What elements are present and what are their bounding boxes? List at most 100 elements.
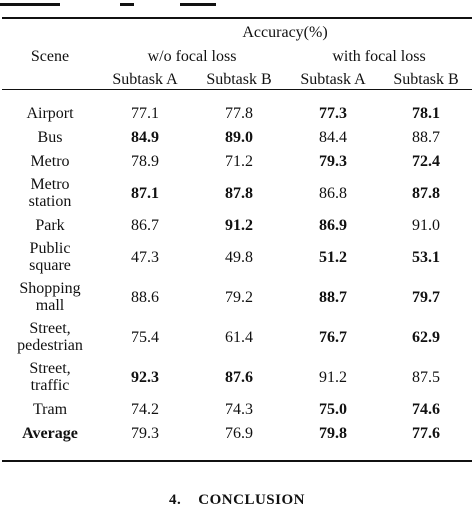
section-number: 4. (169, 492, 182, 508)
scene-cell: Street, pedestrian (2, 317, 98, 357)
scene-cell: Shopping mall (2, 277, 98, 317)
with-focal-subtask-a-average-cell: 79.8 (319, 424, 347, 442)
table-row: Tram 74.2 74.3 75.0 74.6 (2, 397, 472, 421)
scene-label-line: Metro (30, 152, 70, 170)
without-focal-subtask-b-cell: 77.8 (225, 104, 253, 122)
header-bottom-rule (2, 89, 472, 90)
table-row: Street, pedestrian 75.4 61.4 76.7 62.9 (2, 317, 472, 357)
without-focal-subtask-a-cell: 84.9 (131, 128, 159, 146)
with-focal-subtask-b-cell: 87.8 (412, 184, 441, 202)
scene-label-line: traffic (30, 377, 70, 394)
scene-cell: Metro station (2, 173, 98, 213)
without-focal-subtask-a-cell: 77.1 (131, 104, 159, 122)
without-focal-subtask-b-cell: 61.4 (225, 328, 253, 346)
with-focal-subtask-b-cell: 78.1 (412, 104, 441, 122)
scene-label-line: Public (29, 240, 71, 257)
scene-cell: Tram (2, 397, 98, 421)
with-focal-subtask-a-cell: 77.3 (319, 104, 347, 122)
table-row: Bus 84.9 89.0 84.4 88.7 (2, 125, 472, 149)
without-focal-subtask-b-cell: 74.3 (225, 400, 253, 418)
scene-cell: Street, traffic (2, 357, 98, 397)
without-focal-subtask-a-cell: 75.4 (131, 328, 159, 346)
results-table: Accuracy(%) Scene w/o focal loss with fo… (2, 20, 472, 445)
table-row: Public square 47.3 49.8 51.2 53.1 (2, 237, 472, 277)
table-row: Airport 77.1 77.8 77.3 78.1 (2, 101, 472, 125)
scene-cell: Park (2, 213, 98, 237)
with-focal-subtask-b-cell: 74.6 (412, 400, 441, 418)
without-focal-subtask-a-average-cell: 79.3 (131, 424, 159, 442)
with-focal-subtask-a-cell: 75.0 (319, 400, 347, 418)
average-label: Average (22, 424, 78, 442)
subtask-a-header: Subtask A (300, 70, 366, 88)
with-focal-subtask-a-cell: 84.4 (319, 128, 347, 146)
without-focal-subtask-b-cell: 89.0 (225, 128, 253, 146)
without-focal-subtask-a-cell: 78.9 (131, 152, 159, 170)
scene-subheader-spacer (2, 68, 98, 90)
scene-cell: Bus (2, 125, 98, 149)
scene-label-line: Bus (37, 128, 63, 146)
accuracy-group-header: Accuracy(%) (242, 23, 328, 41)
table-row: Metro 78.9 71.2 79.3 72.4 (2, 149, 472, 173)
without-focal-subtask-b-average-cell: 76.9 (225, 424, 253, 442)
with-focal-subtask-a-cell: 88.7 (319, 288, 347, 306)
average-row: Average 79.3 76.9 79.8 77.6 (2, 421, 472, 445)
scene-label-line: Metro (30, 176, 70, 193)
table-top-rule (2, 17, 472, 19)
scene-cell: Airport (2, 101, 98, 125)
scene-label-line: mall (35, 297, 65, 314)
with-focal-subtask-b-cell: 53.1 (412, 248, 441, 266)
table-row: Shopping mall 88.6 79.2 88.7 79.7 (2, 277, 472, 317)
with-focal-loss-header: with focal loss (332, 47, 426, 65)
with-focal-subtask-b-cell: 72.4 (412, 152, 441, 170)
with-focal-subtask-a-cell: 79.3 (319, 152, 347, 170)
scene-label-line: Shopping (19, 280, 81, 297)
without-focal-subtask-b-cell: 49.8 (225, 248, 253, 266)
without-focal-loss-header: w/o focal loss (147, 47, 237, 65)
table-row: Park 86.7 91.2 86.9 91.0 (2, 213, 472, 237)
scene-label-line: square (29, 257, 71, 274)
with-focal-subtask-b-average-cell: 77.6 (412, 424, 441, 442)
without-focal-subtask-b-cell: 87.6 (225, 368, 253, 386)
with-focal-subtask-b-cell: 79.7 (412, 288, 441, 306)
without-focal-subtask-b-cell: 71.2 (225, 152, 253, 170)
header-gap (2, 90, 472, 101)
scene-cell: Public square (2, 237, 98, 277)
with-focal-subtask-a-cell: 51.2 (319, 248, 347, 266)
scene-cell: Metro (2, 149, 98, 173)
with-focal-subtask-b-cell: 87.5 (412, 368, 441, 386)
table-row: Metro station 87.1 87.8 86.8 87.8 (2, 173, 472, 213)
table-row: Street, traffic 92.3 87.6 91.2 87.5 (2, 357, 472, 397)
scene-header-spacer (2, 20, 98, 44)
without-focal-subtask-a-cell: 74.2 (131, 400, 159, 418)
section-heading: 4. CONCLUSION (0, 492, 474, 509)
scene-label-line: Street, (29, 320, 71, 337)
without-focal-subtask-a-cell: 92.3 (131, 368, 159, 386)
without-focal-subtask-a-cell: 47.3 (131, 248, 159, 266)
scene-label-line: pedestrian (17, 337, 83, 354)
with-focal-subtask-a-cell: 76.7 (319, 328, 347, 346)
table-bottom-rule (2, 460, 472, 462)
without-focal-subtask-b-cell: 79.2 (225, 288, 253, 306)
section-title: CONCLUSION (198, 492, 305, 508)
with-focal-subtask-a-cell: 86.9 (319, 216, 347, 234)
scene-column-header: Scene (30, 47, 70, 65)
with-focal-subtask-a-cell: 86.8 (319, 184, 347, 202)
scene-label-line: Park (35, 216, 65, 234)
without-focal-subtask-a-cell: 87.1 (131, 184, 159, 202)
subtask-a-header: Subtask A (112, 70, 178, 88)
with-focal-subtask-b-cell: 62.9 (412, 328, 441, 346)
with-focal-subtask-a-cell: 91.2 (319, 368, 347, 386)
subtask-b-header: Subtask B (206, 70, 272, 88)
without-focal-subtask-a-cell: 86.7 (131, 216, 159, 234)
with-focal-subtask-b-cell: 91.0 (412, 216, 441, 234)
with-focal-subtask-b-cell: 88.7 (412, 128, 441, 146)
subtask-b-header: Subtask B (393, 70, 459, 88)
scene-label-line: station (28, 193, 72, 210)
without-focal-subtask-b-cell: 87.8 (225, 184, 253, 202)
scene-label-line: Tram (32, 400, 68, 418)
scene-label-line: Airport (26, 104, 74, 122)
without-focal-subtask-a-cell: 88.6 (131, 288, 159, 306)
caption-fragment (0, 0, 474, 7)
without-focal-subtask-b-cell: 91.2 (225, 216, 253, 234)
scene-label-line: Street, (29, 360, 71, 377)
